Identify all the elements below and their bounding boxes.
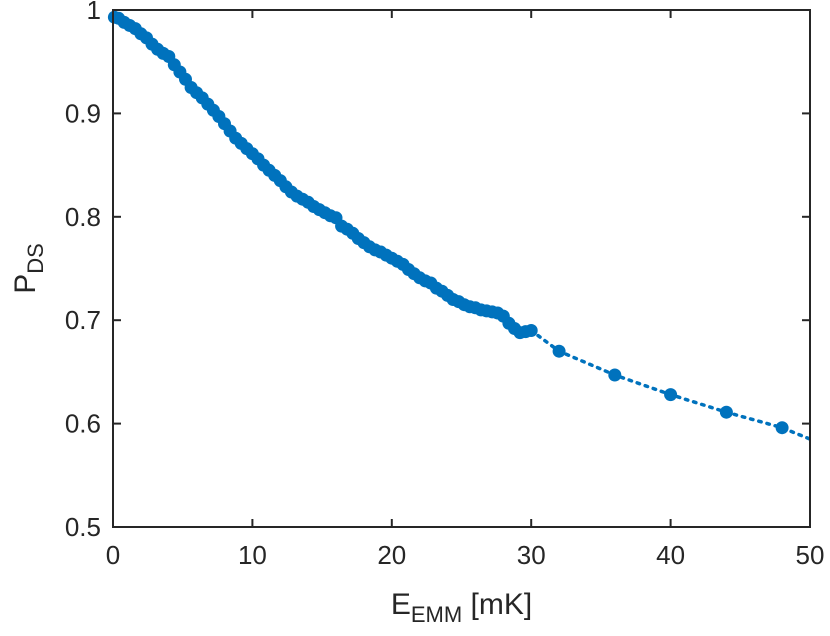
series-line [529,328,812,441]
ticks: 0 10 20 30 40 50 0.5 0.6 0.7 0.8 0.9 1 [65,0,825,570]
y-tick-label: 0.8 [65,202,101,232]
y-tick-label: 0.7 [65,305,101,335]
x-tick-label: 40 [656,540,685,570]
data-point [719,405,733,419]
x-tick-label: 50 [796,540,825,570]
plot-frame [112,9,811,528]
y-tick-label: 0.6 [65,409,101,439]
x-tick-label: 20 [377,540,406,570]
data-point [664,388,678,402]
data-point [775,421,789,435]
data-point [552,344,566,358]
data-point [608,368,622,382]
x-axis-label: EEMM [mK] [391,588,532,627]
y-tick-label: 0.9 [65,98,101,128]
x-tick-label: 10 [238,540,267,570]
plot-data [107,10,812,441]
y-tick-label: 1 [87,0,101,25]
x-tick-label: 30 [517,540,546,570]
y-axis-label: PDS [9,243,48,294]
y-tick-label: 0.5 [65,512,101,542]
x-tick-label: 0 [106,540,120,570]
